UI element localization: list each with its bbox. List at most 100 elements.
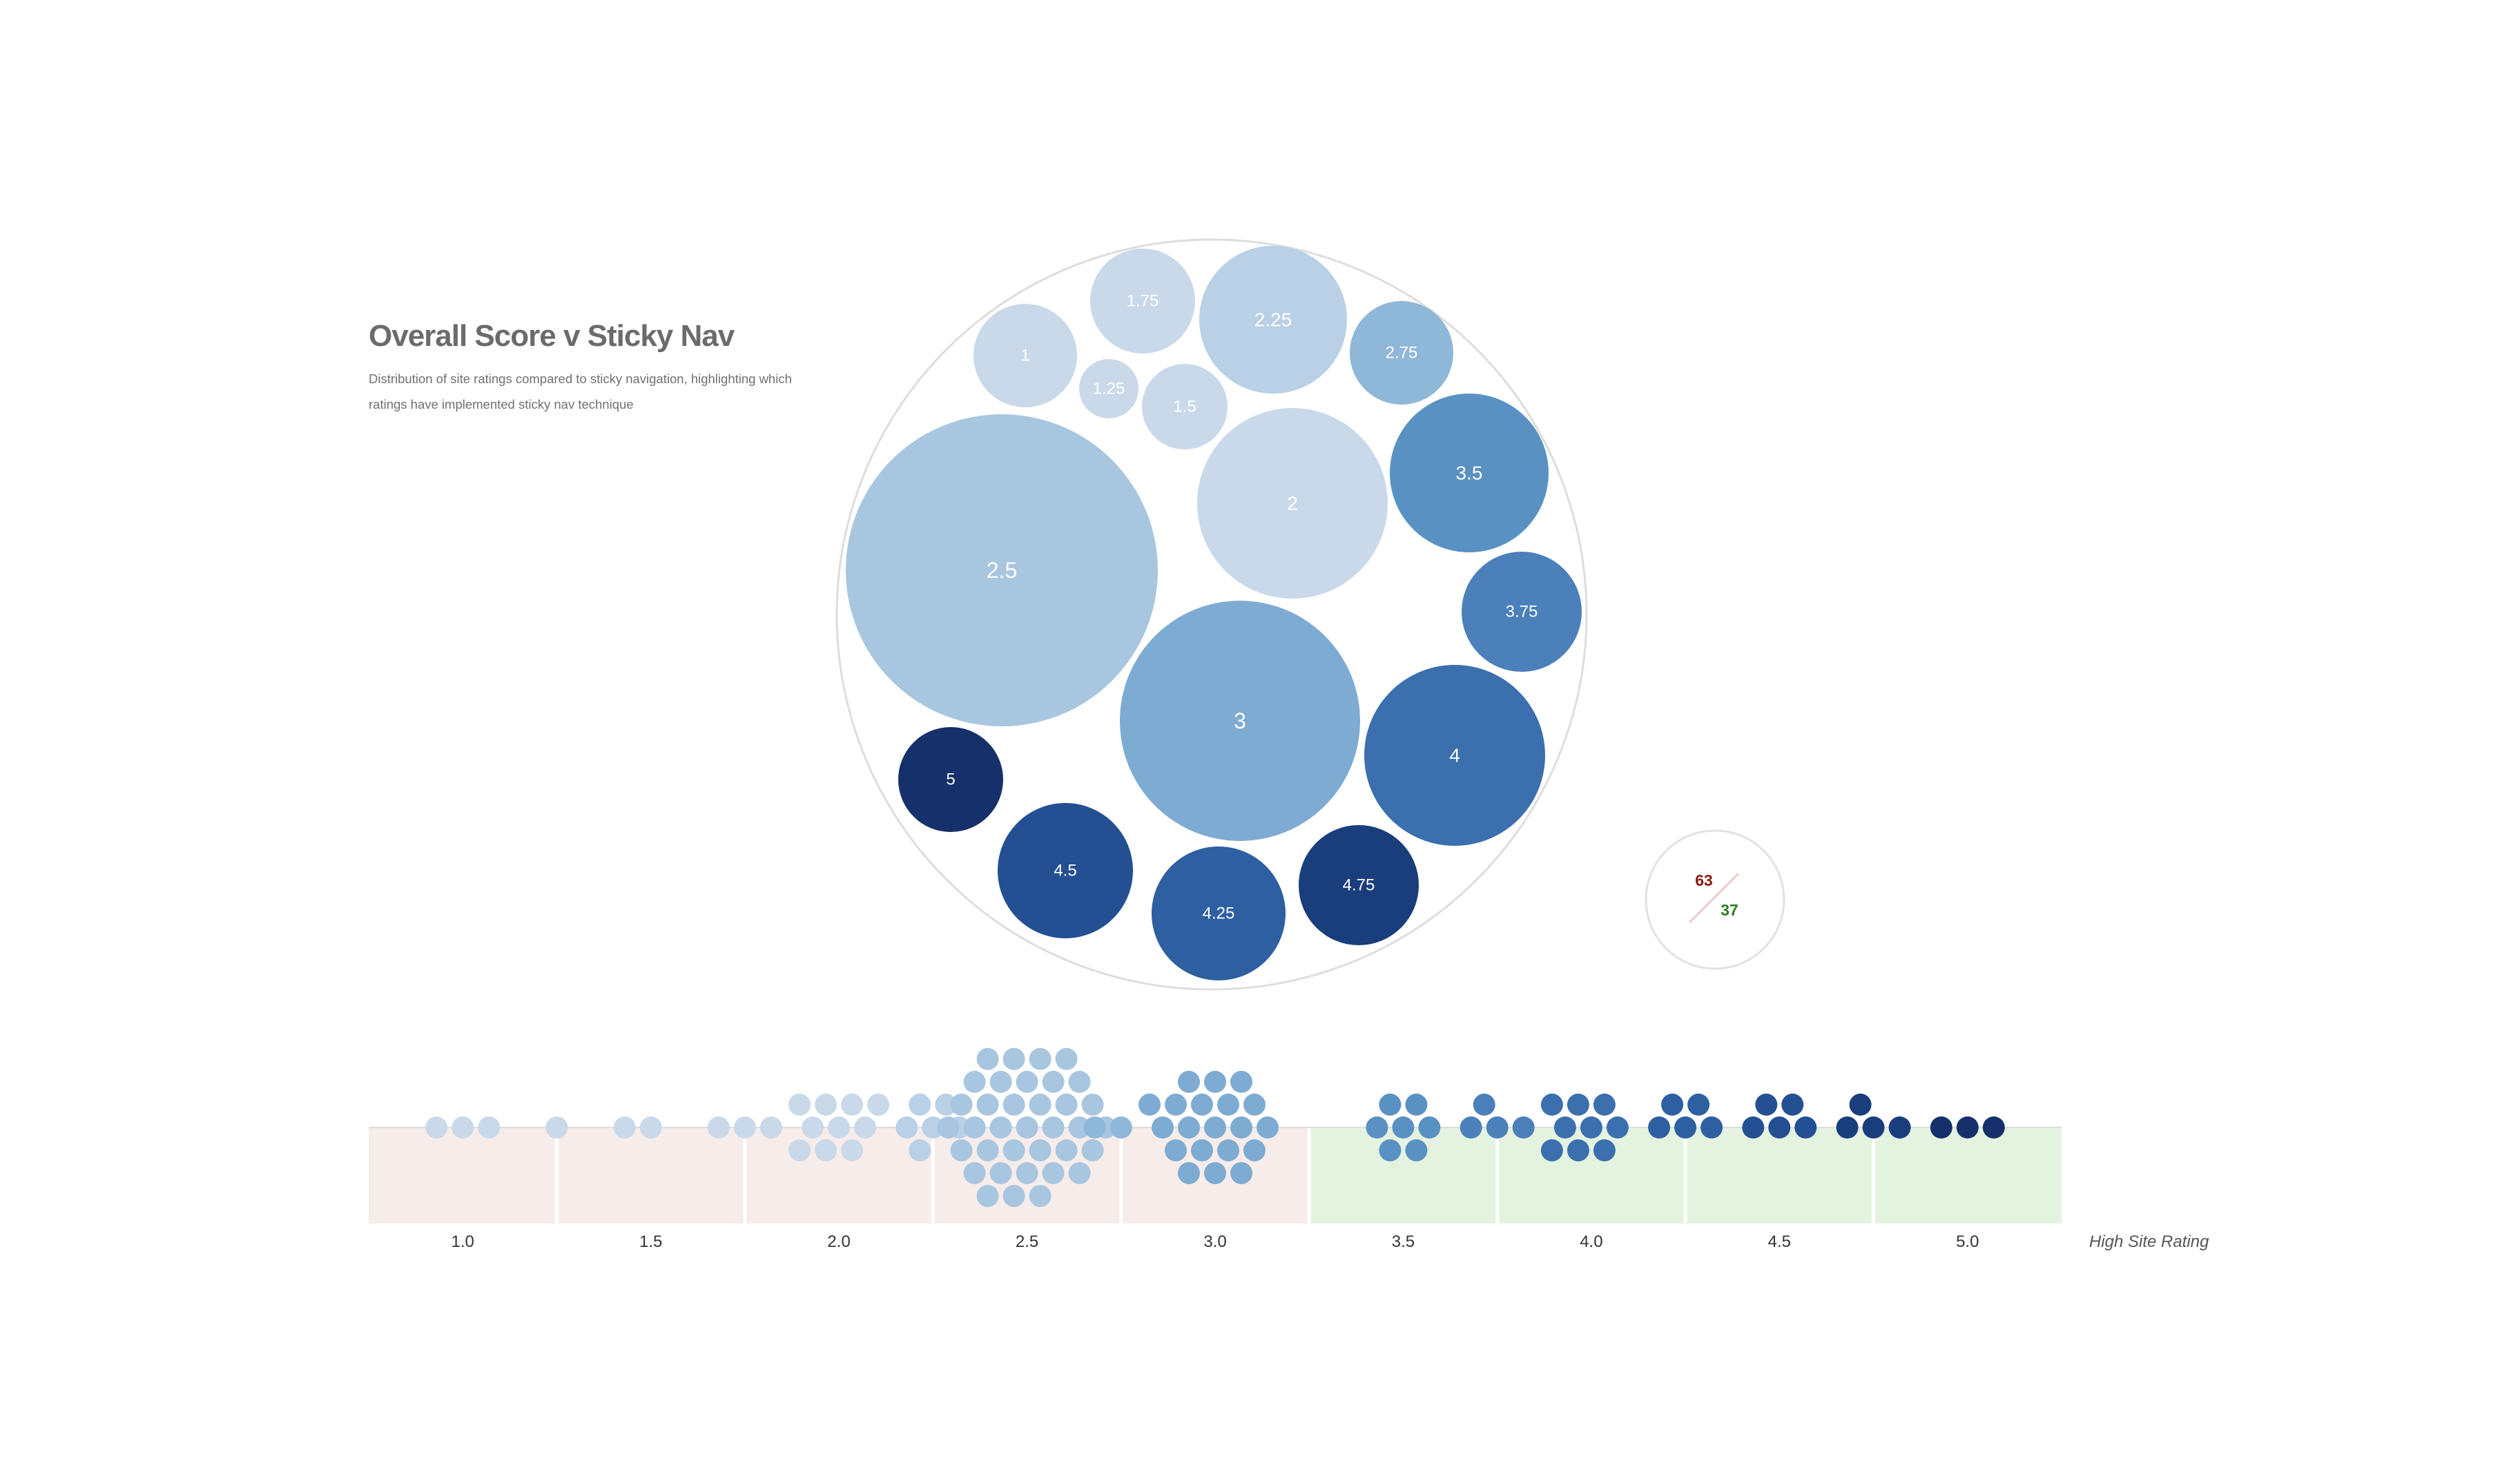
bubble-4 xyxy=(1364,665,1545,846)
rating-dot-2-5-29 xyxy=(1002,1185,1025,1208)
rating-dot-2-75-1 xyxy=(1083,1116,1106,1139)
rating-dot-4-75-0 xyxy=(1862,1116,1885,1139)
rating-dot-3-6 xyxy=(1217,1139,1239,1162)
rating-dot-2-5-2 xyxy=(1042,1116,1065,1139)
bubble-label-4-75: 4.75 xyxy=(1343,876,1375,895)
bubble-label-1-25: 1.25 xyxy=(1093,380,1125,398)
rating-dot-2-25-3 xyxy=(909,1093,931,1116)
rating-dot-3-75-0 xyxy=(1486,1116,1509,1139)
rating-dot-3-0 xyxy=(1204,1116,1226,1139)
rating-dot-4-3 xyxy=(1567,1093,1589,1116)
count-divider xyxy=(1688,872,1740,924)
rating-dot-3-5-0 xyxy=(1392,1116,1415,1139)
rating-dot-4-25-0 xyxy=(1674,1116,1697,1139)
rating-dot-4-25-1 xyxy=(1648,1116,1671,1139)
rating-dot-2-5-24 xyxy=(963,1162,986,1185)
bubble-label-2: 2 xyxy=(1287,493,1298,514)
rating-dot-3-5 xyxy=(1191,1139,1213,1162)
rating-dot-4-0 xyxy=(1580,1116,1602,1139)
rating-dot-2-5-34 xyxy=(1055,1047,1078,1070)
rating-dot-1-75-0 xyxy=(733,1116,756,1139)
rating-dot-2-5-11 xyxy=(1016,1070,1038,1093)
rating-dot-2-5-12 xyxy=(1016,1162,1038,1185)
rating-dot-2-25-1 xyxy=(895,1116,918,1139)
rating-dot-2-5-23 xyxy=(963,1070,986,1093)
bubble-label-2-25: 2.25 xyxy=(1254,309,1292,331)
rating-dot-5-0 xyxy=(1956,1116,1979,1139)
bubble-label-1: 1 xyxy=(1020,347,1029,365)
rating-dot-2-75-0 xyxy=(1109,1116,1132,1139)
rating-dot-2-5-16 xyxy=(1042,1070,1065,1093)
rating-dot-3-7 xyxy=(1165,1093,1187,1116)
bubble-label-3-75: 3.75 xyxy=(1506,603,1538,621)
bubble-label-3-5: 3.5 xyxy=(1456,463,1483,484)
bubble-label-4: 4 xyxy=(1449,745,1460,766)
bubble-label-2-75: 2.75 xyxy=(1386,344,1418,362)
x-axis-ticks: 1.0 1.5 2.0 2.5 3.0 3.5 4.0 4.5 5.0 xyxy=(452,1232,1979,1251)
rating-dot-2-5-22 xyxy=(1081,1139,1104,1162)
rating-dot-3-5-5 xyxy=(1379,1139,1402,1162)
rating-dot-3-5-2 xyxy=(1418,1116,1441,1139)
bubble-1 xyxy=(973,304,1077,407)
tick-label-5-0: 5.0 xyxy=(1956,1232,1979,1251)
rating-dot-4-75-1 xyxy=(1836,1116,1859,1139)
bubble-1-75 xyxy=(1090,249,1195,354)
bubble-4-25 xyxy=(1152,846,1286,980)
rating-dot-2-7 xyxy=(788,1093,811,1116)
rating-dot-3-15 xyxy=(1178,1070,1200,1093)
rating-dot-3-17 xyxy=(1178,1162,1200,1185)
rating-dot-4-75-2 xyxy=(1888,1116,1911,1139)
rating-dot-3-11 xyxy=(1204,1070,1226,1093)
rating-dot-2-5-14 xyxy=(1068,1116,1091,1139)
rating-dot-5-1 xyxy=(1930,1116,1952,1139)
rating-dot-3-12 xyxy=(1204,1162,1226,1185)
rating-dot-4-7 xyxy=(1540,1093,1563,1116)
rating-dot-2-5-9 xyxy=(1055,1093,1078,1116)
rating-dot-2-1 xyxy=(802,1116,824,1139)
x-axis-label: High Site Rating xyxy=(2089,1232,2209,1251)
bubble-1-5 xyxy=(1142,364,1228,449)
sticky-count-badge: 63 37 xyxy=(1645,829,1785,970)
rating-dot-2-5-35 xyxy=(976,1185,999,1208)
tick-label-3-5: 3.5 xyxy=(1392,1232,1415,1251)
rating-dot-4-1 xyxy=(1553,1116,1576,1139)
rating-dot-4-2 xyxy=(1606,1116,1629,1139)
rating-dot-3-14 xyxy=(1257,1116,1279,1139)
rating-dot-2-5-18 xyxy=(1042,1162,1065,1185)
rating-dot-3-75-3 xyxy=(1473,1093,1495,1116)
rating-dot-1-1 xyxy=(425,1116,448,1139)
bubble-label-3: 3 xyxy=(1234,708,1246,733)
rating-dot-2-5-15 xyxy=(989,1070,1012,1093)
count-no-sticky: 63 xyxy=(1695,871,1713,889)
rating-dot-1-5-0 xyxy=(639,1116,662,1139)
tick-label-2-0: 2.0 xyxy=(827,1232,850,1251)
rating-dot-4-6 xyxy=(1593,1139,1616,1162)
rating-dot-2-5-4 xyxy=(1029,1093,1051,1116)
rating-dot-2-5-33 xyxy=(976,1047,999,1070)
rating-dot-1-25-0 xyxy=(545,1116,568,1139)
rating-dot-4-75-3 xyxy=(1849,1093,1872,1116)
rating-dot-3-3 xyxy=(1191,1093,1213,1116)
rating-dot-3-18 xyxy=(1230,1162,1252,1185)
bubble-3 xyxy=(1120,601,1360,841)
rating-dot-2-5-10 xyxy=(1055,1139,1078,1162)
rating-bands xyxy=(369,1127,2062,1223)
rating-dot-3-1 xyxy=(1178,1116,1200,1139)
rating-dot-3-4 xyxy=(1217,1093,1239,1116)
rating-dot-3-2 xyxy=(1230,1116,1252,1139)
rating-dot-5-2 xyxy=(1982,1116,2005,1139)
tick-label-3-0: 3.0 xyxy=(1203,1232,1226,1251)
tick-label-4-0: 4.0 xyxy=(1580,1232,1602,1251)
rating-dot-2-25-5 xyxy=(909,1139,931,1162)
bubble-1-25 xyxy=(1079,359,1138,418)
bubble-2-25 xyxy=(1199,246,1347,394)
rating-dot-4-5-1 xyxy=(1742,1116,1765,1139)
rating-dot-2-3 xyxy=(815,1093,837,1116)
rating-dot-3-5-6 xyxy=(1405,1139,1428,1162)
bubble-label-1-5: 1.5 xyxy=(1173,398,1196,416)
rating-dot-2-4 xyxy=(841,1093,864,1116)
bubble-label-2-5: 2.5 xyxy=(987,558,1017,583)
bubble-2-5 xyxy=(846,414,1158,726)
rating-dot-2-25-0 xyxy=(922,1116,944,1139)
